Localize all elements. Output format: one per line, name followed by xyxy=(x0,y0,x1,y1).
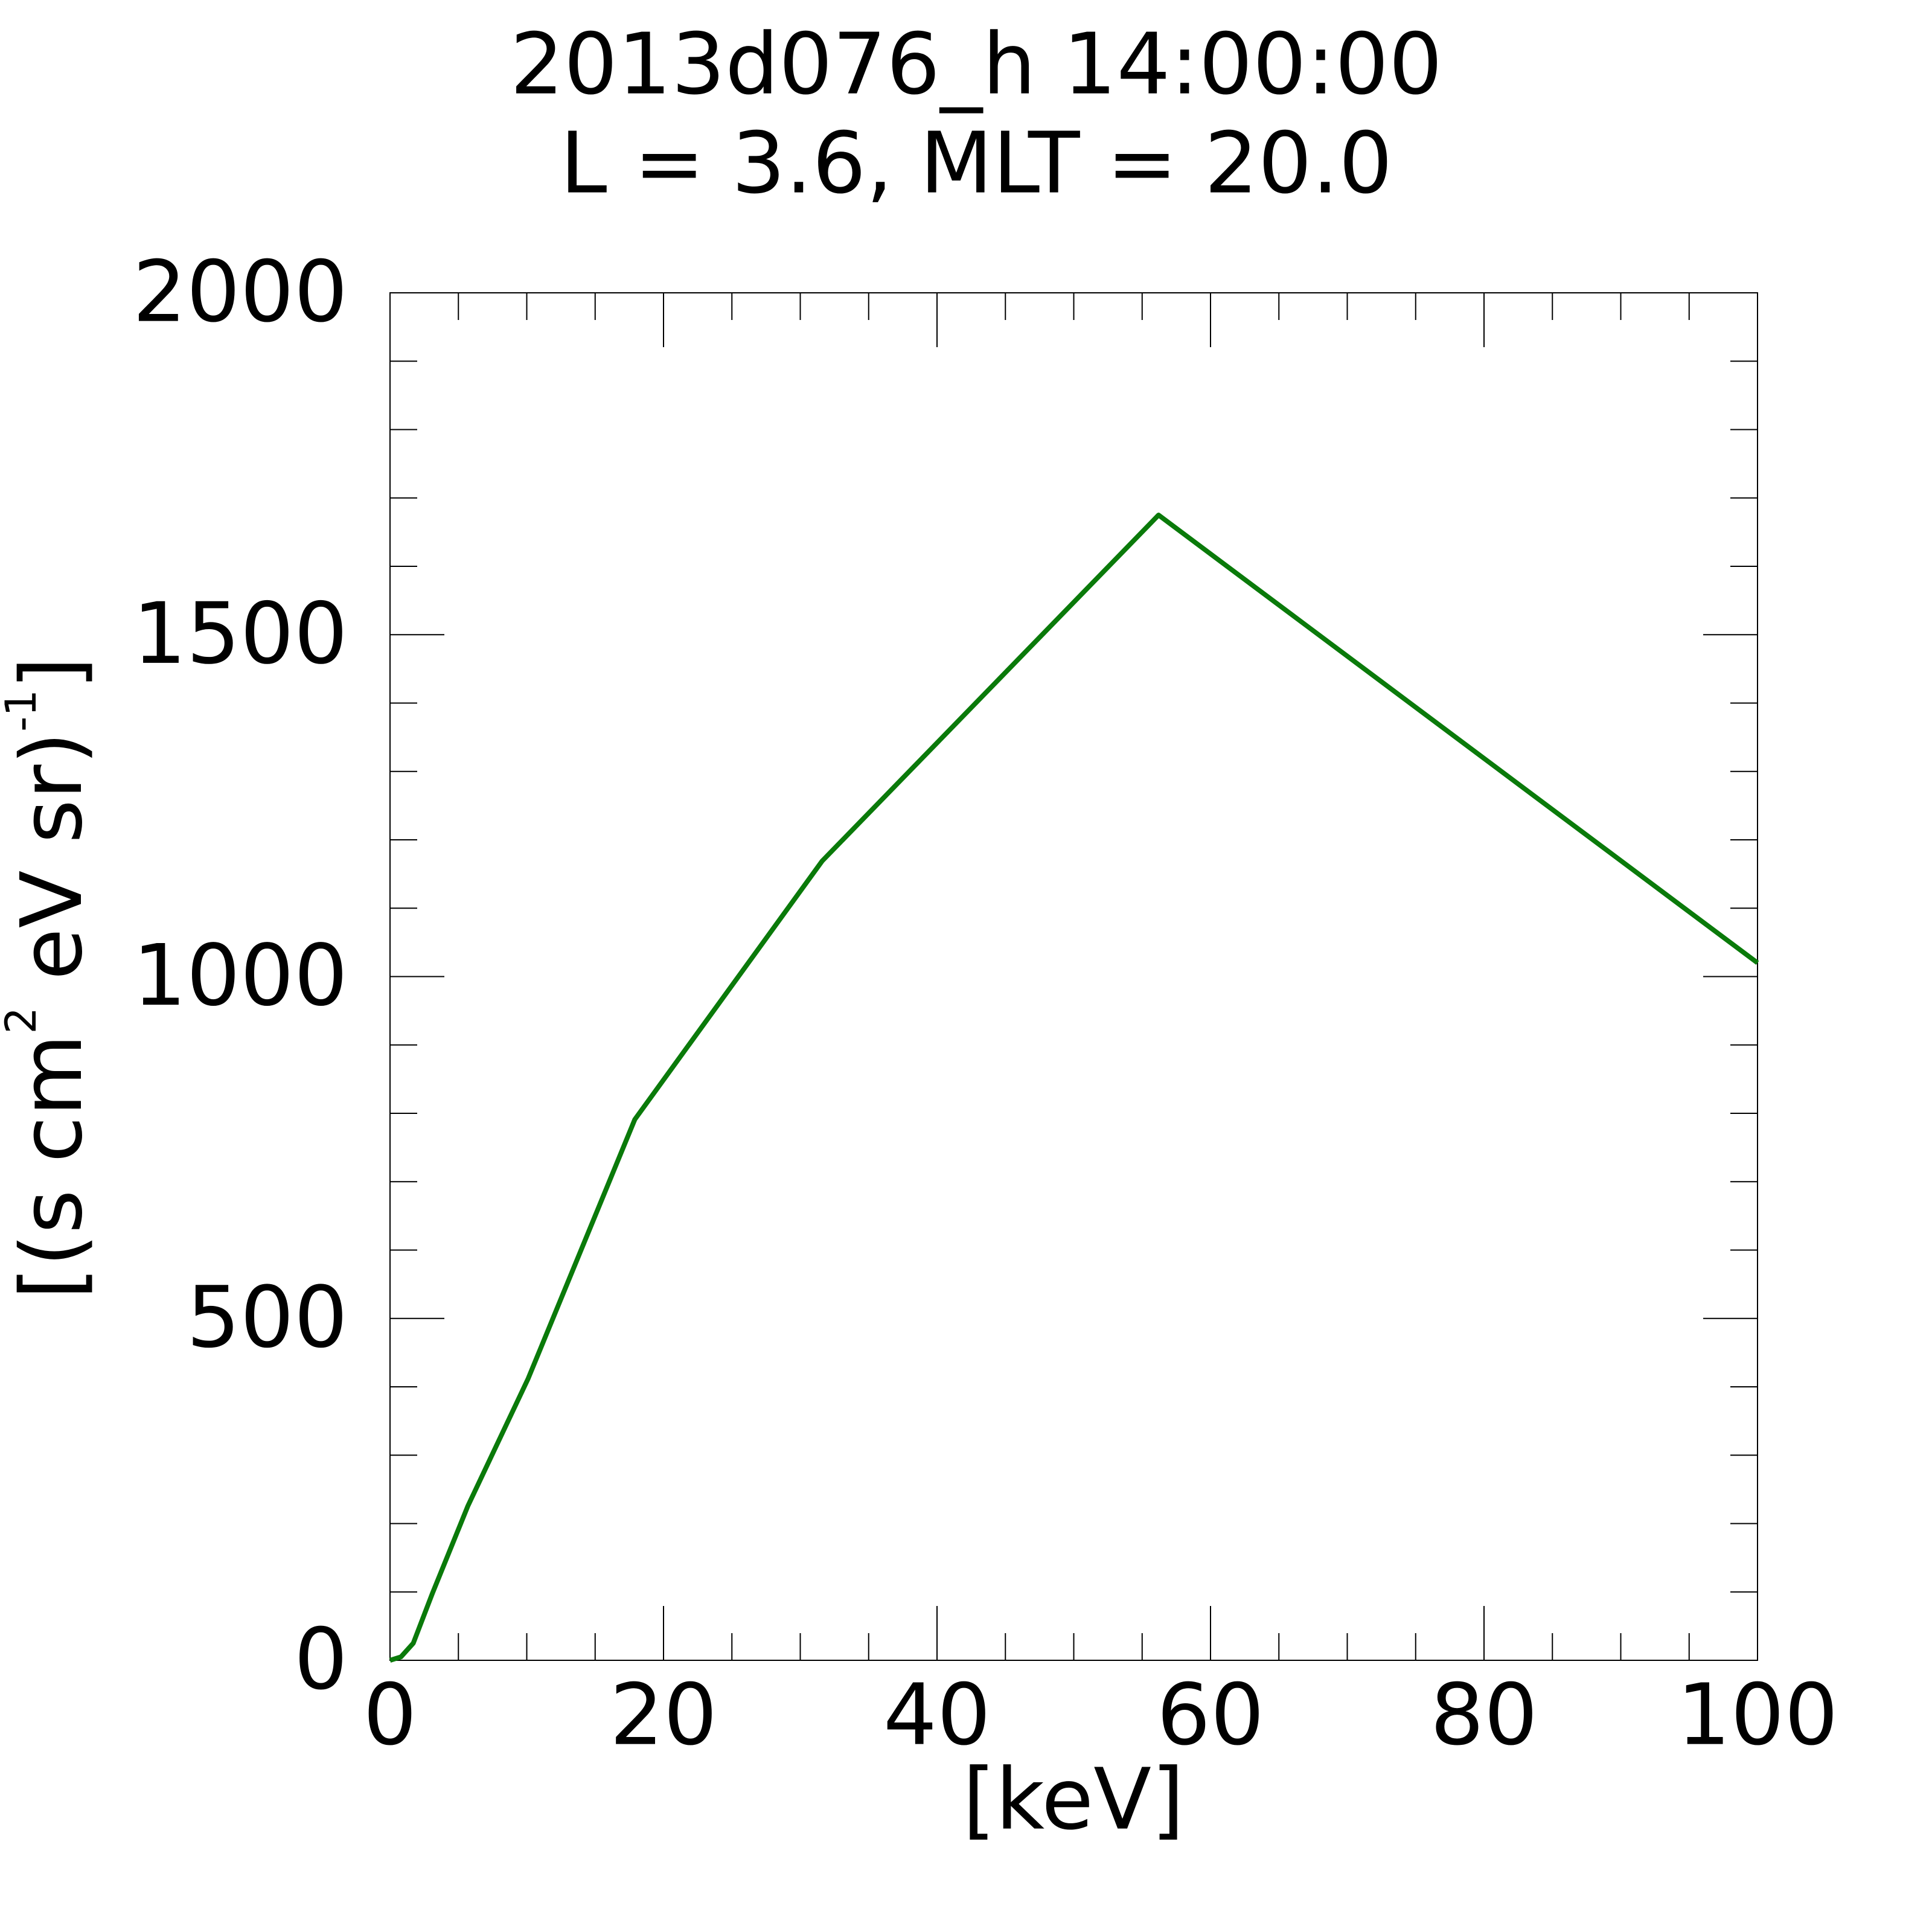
y-axis-label-part: eV sr) xyxy=(3,732,101,1007)
x-tick-label: 40 xyxy=(883,1666,991,1765)
y-tick-label: 1000 xyxy=(133,927,348,1025)
x-tick-label: 80 xyxy=(1430,1666,1538,1765)
y-axis-label-superscript: -1 xyxy=(0,689,46,732)
chart-subtitle: L = 3.6, MLT = 20.0 xyxy=(560,115,1392,213)
x-tick-label: 20 xyxy=(610,1666,717,1765)
x-tick-label: 0 xyxy=(363,1666,417,1765)
y-tick-label: 0 xyxy=(294,1611,348,1709)
x-tick-label: 100 xyxy=(1677,1666,1838,1765)
x-tick-label: 60 xyxy=(1157,1666,1264,1765)
y-tick-label: 2000 xyxy=(133,243,348,342)
x-axis-label: [keV] xyxy=(962,1751,1184,1849)
y-axis-label: [(s cm2 eV sr)-1] xyxy=(0,656,101,1299)
y-tick-label: 500 xyxy=(187,1268,348,1367)
y-axis-label-superscript: 2 xyxy=(0,1007,46,1034)
chart-title: 2013d076_h 14:00:00 xyxy=(510,16,1442,114)
y-axis-label-part: ] xyxy=(3,656,101,689)
data-line xyxy=(389,513,1759,1663)
y-axis-label-part: [(s cm xyxy=(3,1034,101,1299)
y-tick-label: 1500 xyxy=(133,585,348,683)
